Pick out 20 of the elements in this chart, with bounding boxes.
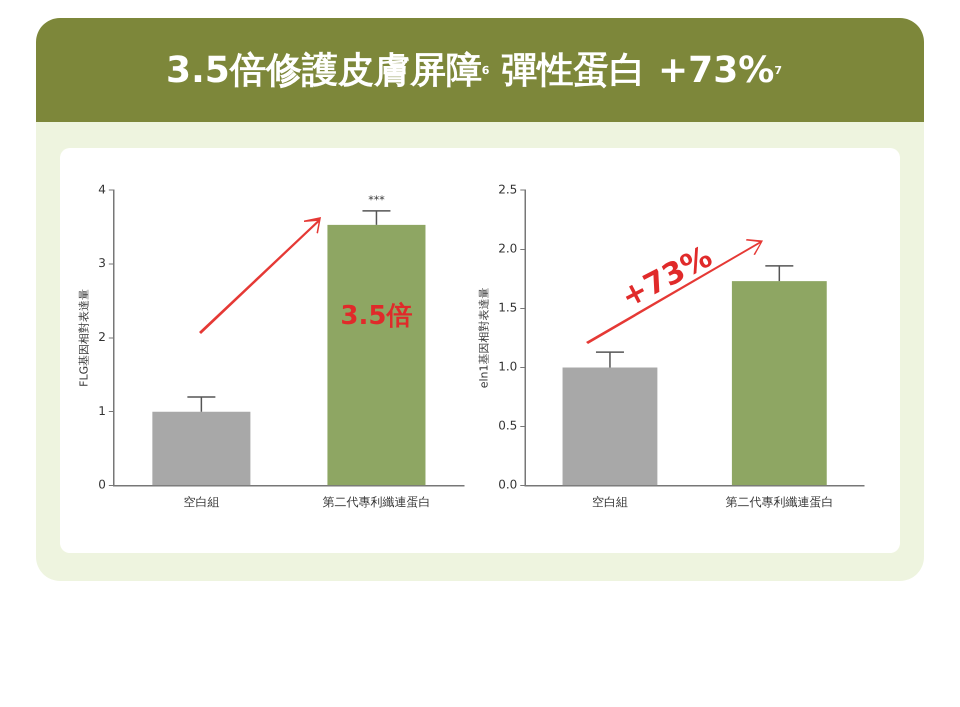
annotation: 3.5倍 [340,300,412,331]
y-tick-label: 4 [98,182,106,196]
chart-title: 3.5倍修護皮膚屏障$^{6}$彈性蛋白 +73%$^{7}$ [36,18,924,122]
y-tick-label: 0.0 [498,478,518,492]
x-tick-label: 第二代專利纖連蛋白 [725,494,834,509]
y-tick-label: 1.0 [498,360,518,374]
y-tick-label: 2 [98,330,106,344]
y-axis-title: FLG基因相對表達量 [77,288,90,387]
x-tick-label: 空白組 [592,494,628,509]
y-tick-label: 2.0 [498,241,518,256]
y-axis-title: eln1基因相對表達量 [477,288,490,388]
y-tick-label: 2.5 [498,182,518,196]
y-tick-label: 1.5 [498,300,518,314]
y-tick-label: 3 [98,256,106,270]
x-tick-label: 空白組 [183,494,220,509]
annotation: *** [368,194,386,207]
y-tick-label: 0 [98,478,106,492]
x-tick-label: 第二代專利纖連蛋白 [322,494,430,509]
y-tick-label: 1 [98,404,106,418]
y-tick-label: 0.5 [498,418,518,433]
